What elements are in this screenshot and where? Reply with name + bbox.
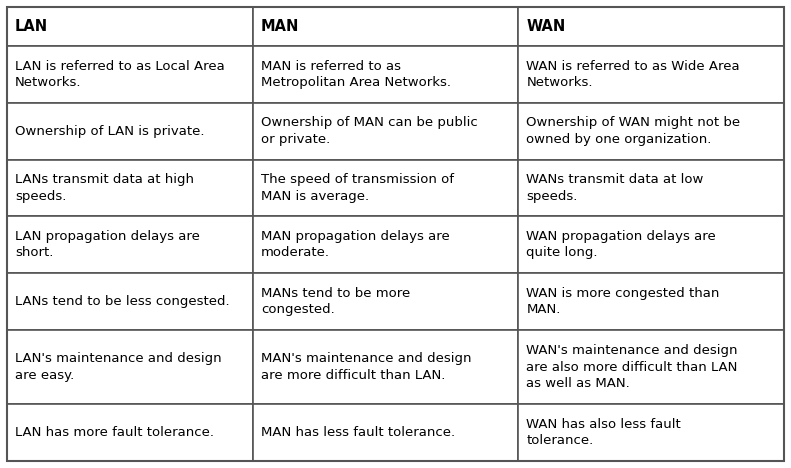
- Text: LANs tend to be less congested.: LANs tend to be less congested.: [15, 295, 229, 308]
- Text: MAN's maintenance and design
are more difficult than LAN.: MAN's maintenance and design are more di…: [261, 352, 471, 382]
- Text: WAN is referred to as Wide Area
Networks.: WAN is referred to as Wide Area Networks…: [526, 59, 740, 89]
- Text: LAN is referred to as Local Area
Networks.: LAN is referred to as Local Area Network…: [15, 59, 225, 89]
- Bar: [7, 160, 253, 216]
- Bar: [7, 46, 253, 103]
- Bar: [253, 46, 518, 103]
- Bar: [7, 7, 253, 46]
- Bar: [518, 216, 784, 273]
- Bar: [518, 160, 784, 216]
- Text: The speed of transmission of
MAN is average.: The speed of transmission of MAN is aver…: [261, 173, 454, 203]
- Text: WAN is more congested than
MAN.: WAN is more congested than MAN.: [526, 286, 720, 316]
- Text: MAN propagation delays are
moderate.: MAN propagation delays are moderate.: [261, 230, 449, 259]
- Bar: [253, 330, 518, 404]
- Bar: [7, 103, 253, 160]
- Bar: [518, 46, 784, 103]
- Text: LANs transmit data at high
speeds.: LANs transmit data at high speeds.: [15, 173, 194, 203]
- Bar: [7, 216, 253, 273]
- Text: MAN has less fault tolerance.: MAN has less fault tolerance.: [261, 426, 455, 439]
- Text: LAN: LAN: [15, 19, 48, 34]
- Bar: [518, 273, 784, 330]
- Bar: [253, 160, 518, 216]
- Bar: [518, 7, 784, 46]
- Text: WAN: WAN: [526, 19, 566, 34]
- Text: Ownership of LAN is private.: Ownership of LAN is private.: [15, 124, 205, 138]
- Bar: [253, 404, 518, 461]
- Text: WAN's maintenance and design
are also more difficult than LAN
as well as MAN.: WAN's maintenance and design are also mo…: [526, 344, 738, 390]
- Bar: [253, 7, 518, 46]
- Text: Ownership of MAN can be public
or private.: Ownership of MAN can be public or privat…: [261, 117, 478, 146]
- Bar: [518, 404, 784, 461]
- Text: LAN's maintenance and design
are easy.: LAN's maintenance and design are easy.: [15, 352, 221, 382]
- Bar: [253, 216, 518, 273]
- Text: MANs tend to be more
congested.: MANs tend to be more congested.: [261, 286, 410, 316]
- Bar: [7, 404, 253, 461]
- Text: MAN: MAN: [261, 19, 299, 34]
- Text: LAN has more fault tolerance.: LAN has more fault tolerance.: [15, 426, 214, 439]
- Text: WAN propagation delays are
quite long.: WAN propagation delays are quite long.: [526, 230, 716, 259]
- Bar: [253, 273, 518, 330]
- Bar: [7, 330, 253, 404]
- Text: MAN is referred to as
Metropolitan Area Networks.: MAN is referred to as Metropolitan Area …: [261, 59, 451, 89]
- Text: LAN propagation delays are
short.: LAN propagation delays are short.: [15, 230, 200, 259]
- Text: Ownership of WAN might not be
owned by one organization.: Ownership of WAN might not be owned by o…: [526, 117, 740, 146]
- Text: WANs transmit data at low
speeds.: WANs transmit data at low speeds.: [526, 173, 704, 203]
- Bar: [518, 103, 784, 160]
- Bar: [7, 273, 253, 330]
- Bar: [518, 330, 784, 404]
- Text: WAN has also less fault
tolerance.: WAN has also less fault tolerance.: [526, 418, 681, 447]
- Bar: [253, 103, 518, 160]
